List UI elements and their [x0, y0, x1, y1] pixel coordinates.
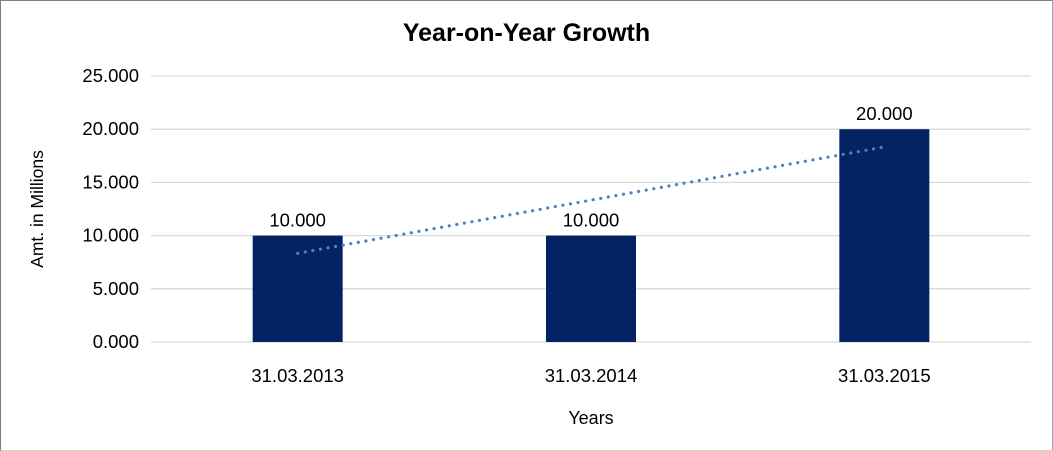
trendline	[296, 145, 886, 255]
bar-31.03.2015	[839, 129, 930, 342]
x-axis-title: Years	[568, 408, 613, 428]
bar-value-label: 10.000	[563, 210, 620, 231]
x-category-label: 31.03.2015	[838, 365, 931, 386]
x-category-label: 31.03.2013	[251, 365, 344, 386]
bar-value-label: 10.000	[269, 210, 326, 231]
y-tick-label: 5.000	[93, 278, 139, 299]
y-tick-label: 20.000	[82, 118, 139, 139]
y-tick-label: 25.000	[82, 65, 139, 86]
bar-31.03.2014	[546, 235, 636, 342]
bar-value-label: 20.000	[856, 103, 913, 124]
bar-31.03.2013	[252, 235, 343, 342]
x-category-label: 31.03.2014	[545, 365, 638, 386]
y-tick-label: 10.000	[82, 225, 139, 246]
y-axis-title: Amt. in Millions	[27, 150, 47, 268]
y-tick-label: 15.000	[82, 171, 139, 192]
y-tick-label: 0.000	[93, 331, 139, 352]
chart-title: Year-on-Year Growth	[402, 19, 651, 47]
